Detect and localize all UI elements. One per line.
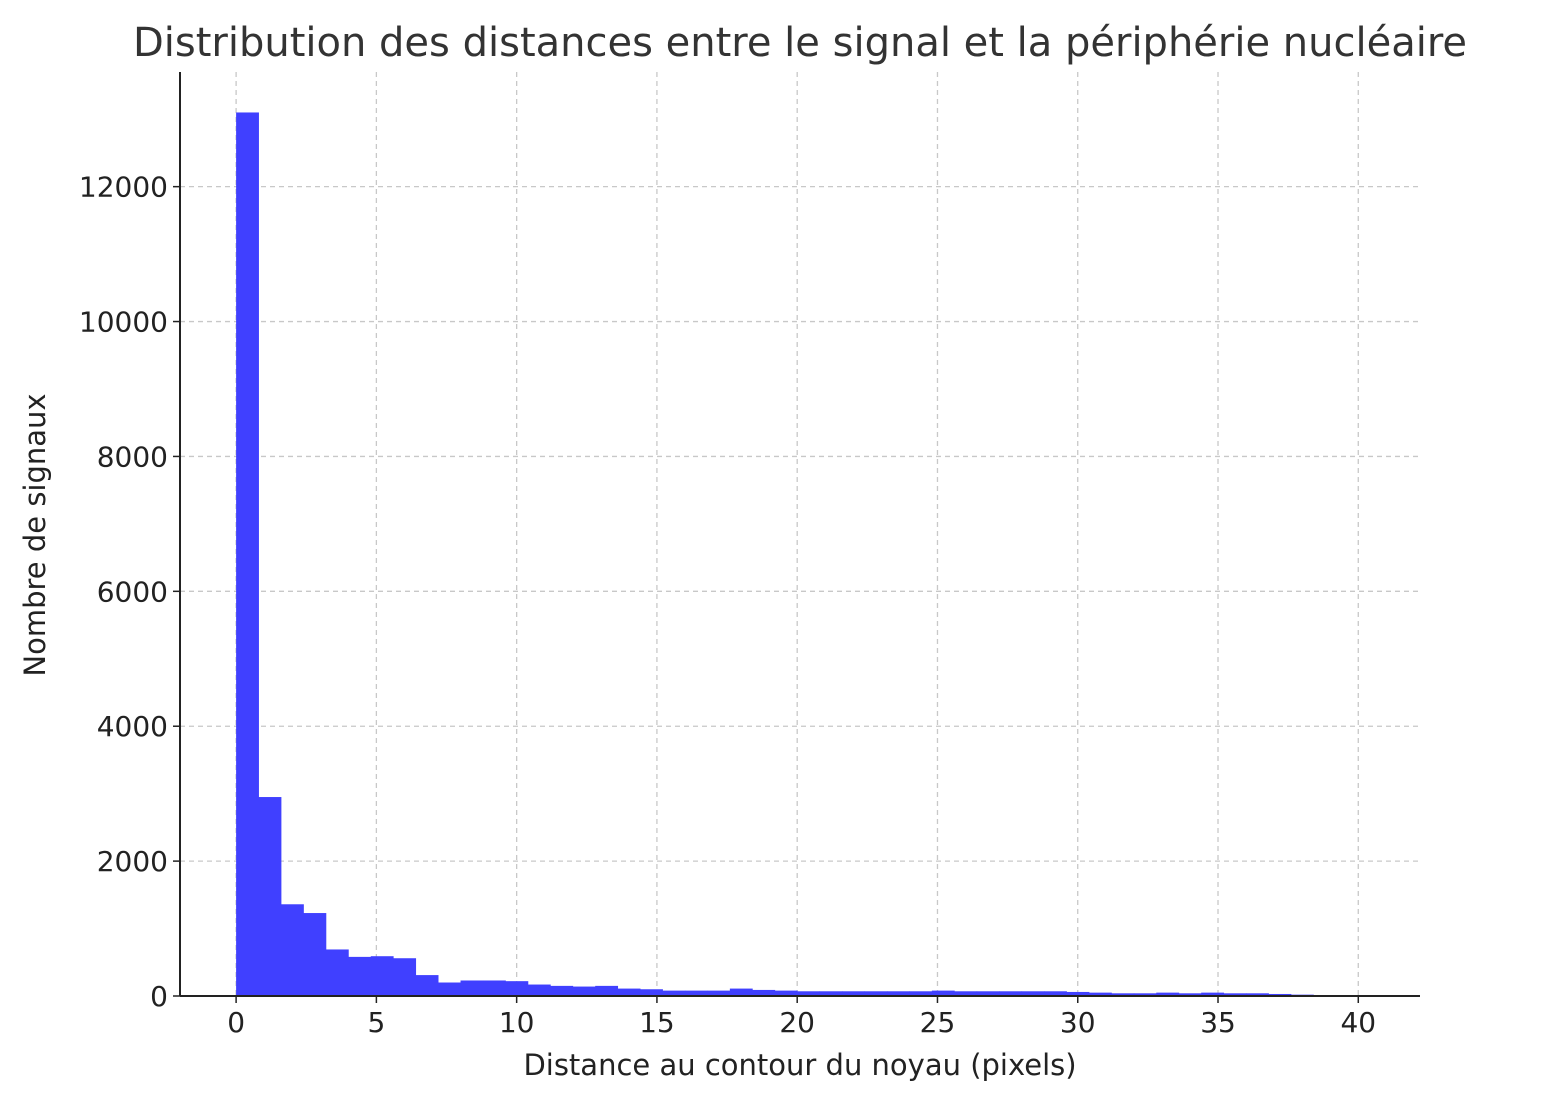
y-axis-label: Nombre de signaux <box>18 393 52 676</box>
histogram-bar <box>303 913 327 996</box>
histogram-bar <box>909 991 933 996</box>
histogram-bar <box>797 991 821 996</box>
histogram-bar <box>774 990 798 996</box>
histogram-bar <box>729 988 753 996</box>
x-tick-label: 20 <box>779 1006 815 1039</box>
histogram-bar <box>617 988 641 996</box>
histogram-bar <box>415 975 439 996</box>
histogram-bar <box>460 980 484 996</box>
histogram-bar <box>819 991 843 996</box>
y-tick-label: 0 <box>150 980 168 1013</box>
histogram-bar <box>1246 993 1269 996</box>
axes-layer: 0 5 10 15 20 25 30 35 40 0 2000 4000 6000 8000 10000 12… <box>79 72 1420 1039</box>
histogram-bar <box>999 991 1023 996</box>
histogram-bar <box>258 797 282 996</box>
histogram-bar <box>954 991 978 996</box>
chart-title: Distribution des distances entre le sign… <box>133 20 1467 66</box>
histogram-bar <box>595 985 619 996</box>
histogram-bar <box>1268 993 1292 996</box>
histogram-bar <box>842 991 865 996</box>
histogram-bar <box>640 989 663 996</box>
histogram-bar <box>707 990 731 996</box>
histogram-bar <box>1088 992 1112 996</box>
x-tick-label: 35 <box>1200 1006 1236 1039</box>
histogram-bar <box>1066 991 1090 996</box>
histogram-bar <box>482 980 506 996</box>
histogram-bar <box>976 991 1000 996</box>
y-tick-label: 8000 <box>97 440 168 473</box>
x-tick-label: 5 <box>367 1006 385 1039</box>
y-tick-label: 4000 <box>97 710 168 743</box>
bars-layer <box>236 112 1404 996</box>
histogram-bar <box>1111 993 1135 996</box>
histogram-bar <box>1156 992 1180 996</box>
x-tick-label: 40 <box>1340 1006 1376 1039</box>
x-tick-label: 30 <box>1060 1006 1096 1039</box>
histogram-bar <box>752 989 776 996</box>
x-tick-label: 25 <box>920 1006 956 1039</box>
histogram-bar <box>505 981 529 996</box>
y-tick-label: 2000 <box>97 845 168 878</box>
x-tick-label: 10 <box>499 1006 535 1039</box>
histogram-bar <box>1021 991 1045 996</box>
histogram-bar <box>527 984 551 996</box>
histogram-bar <box>1201 992 1225 996</box>
histogram-bar <box>684 990 708 996</box>
y-tick-label: 10000 <box>79 306 168 339</box>
histogram-bar <box>1178 993 1202 996</box>
histogram-bar <box>550 985 574 996</box>
histogram-bar <box>662 990 686 996</box>
histogram-bar <box>393 958 417 996</box>
histogram-bar <box>931 990 955 996</box>
histogram-bar <box>325 949 349 996</box>
histogram-bar <box>370 956 394 996</box>
histogram-bar <box>280 904 304 996</box>
histogram-bar <box>236 112 259 996</box>
histogram-bar <box>438 982 461 996</box>
grid-layer <box>180 72 1420 996</box>
x-tick-label: 0 <box>227 1006 245 1039</box>
x-axis-label: Distance au contour du noyau (pixels) <box>523 1048 1076 1082</box>
histogram-bar <box>1223 993 1247 996</box>
histogram-bar <box>572 986 596 996</box>
histogram-bar <box>864 991 888 996</box>
x-tick-label: 15 <box>639 1006 675 1039</box>
y-tick-label: 6000 <box>97 575 168 608</box>
histogram-bar <box>1044 991 1067 996</box>
histogram-bar <box>348 956 372 996</box>
histogram-bar <box>1133 993 1157 996</box>
histogram-bar <box>886 991 910 996</box>
y-tick-label: 12000 <box>79 171 168 204</box>
